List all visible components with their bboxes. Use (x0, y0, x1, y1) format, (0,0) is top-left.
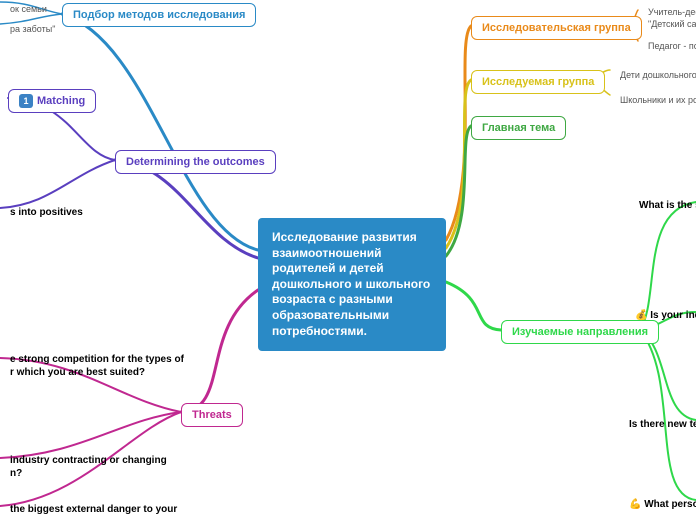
node-label: Determining the outcomes (126, 156, 265, 168)
edge (446, 80, 471, 248)
node-label: Главная тема (482, 122, 555, 134)
leaf-r3[interactable]: Дети дошкольного возраста и (610, 66, 696, 86)
node-label: Matching (37, 95, 85, 107)
node-label: Изучаемые направления (512, 326, 648, 338)
node-determining[interactable]: Determining the outcomes (115, 150, 276, 174)
node-label: Исследуемая группа (482, 76, 594, 88)
edge (446, 126, 471, 256)
node-threats[interactable]: Threats (181, 403, 243, 427)
edge (0, 160, 115, 208)
leaf-l6[interactable]: the biggest external danger to your (0, 499, 187, 520)
leaf-r7[interactable]: Is there new tec (619, 414, 696, 435)
leaf-r4[interactable]: Школьники и их родители (610, 91, 696, 111)
node-podbor[interactable]: Подбор методов исследования (62, 3, 256, 27)
node-matching[interactable]: 1 Matching (8, 89, 96, 113)
leaf-r8[interactable]: 💪 What person (619, 494, 696, 515)
leaf-r5[interactable]: What is the stat (629, 195, 696, 216)
leaf-l5[interactable]: industry contracting or changingn? (0, 450, 177, 484)
node-study_grp[interactable]: Исследуемая группа (471, 70, 605, 94)
leaf-l3[interactable]: s into positives (0, 202, 93, 223)
node-label: Исследовательская группа (482, 22, 631, 34)
priority-icon: 1 (19, 94, 33, 108)
leaf-r1[interactable]: Учитель-дефектоло"Детский сад № 54 (638, 3, 696, 34)
leaf-l1[interactable]: ок семьи (0, 0, 57, 20)
leaf-l2[interactable]: ра заботы" (0, 20, 65, 40)
leaf-r6[interactable]: 💰 Is your indu (625, 305, 696, 326)
node-main_theme[interactable]: Главная тема (471, 116, 566, 140)
leaf-l4[interactable]: e strong competition for the types ofr w… (0, 349, 194, 383)
edge (446, 282, 501, 330)
central-topic[interactable]: Исследование развития взаимоотношений ро… (258, 218, 446, 351)
node-research_grp[interactable]: Исследовательская группа (471, 16, 642, 40)
node-label: Подбор методов исследования (73, 9, 245, 21)
node-label: Threats (192, 409, 232, 421)
leaf-r2[interactable]: Педагог - психолог (638, 37, 696, 57)
